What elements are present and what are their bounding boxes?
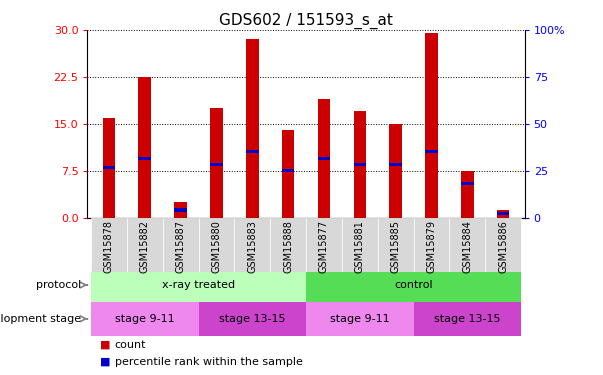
Bar — [377, 217, 414, 272]
Bar — [449, 217, 485, 272]
Bar — [198, 302, 306, 336]
Bar — [461, 182, 473, 185]
Bar — [306, 302, 414, 336]
Bar — [174, 202, 187, 217]
Bar — [270, 217, 306, 272]
Bar — [342, 217, 377, 272]
Bar — [174, 209, 187, 212]
Text: x-ray treated: x-ray treated — [162, 280, 235, 290]
Text: protocol: protocol — [36, 280, 81, 290]
Text: stage 9-11: stage 9-11 — [115, 314, 175, 324]
Bar — [103, 166, 115, 169]
Bar — [306, 217, 342, 272]
Text: control: control — [394, 280, 433, 290]
Bar — [163, 217, 198, 272]
Text: count: count — [115, 340, 146, 350]
Text: ■: ■ — [99, 340, 110, 350]
Bar — [91, 302, 198, 336]
Bar — [414, 217, 449, 272]
Bar — [91, 217, 127, 272]
Title: GDS602 / 151593_s_at: GDS602 / 151593_s_at — [219, 12, 393, 28]
Text: percentile rank within the sample: percentile rank within the sample — [115, 357, 303, 367]
Bar — [246, 150, 259, 153]
Bar — [198, 217, 235, 272]
Text: stage 9-11: stage 9-11 — [330, 314, 390, 324]
Bar — [497, 211, 510, 214]
Bar — [414, 302, 521, 336]
Bar — [127, 217, 163, 272]
Text: development stage: development stage — [0, 314, 81, 324]
Bar — [246, 39, 259, 218]
Bar — [210, 108, 223, 218]
Text: GSM15879: GSM15879 — [426, 220, 437, 273]
Text: GSM15882: GSM15882 — [140, 220, 150, 273]
Bar — [306, 268, 521, 302]
Bar — [390, 124, 402, 218]
Bar — [318, 157, 330, 160]
Text: ■: ■ — [99, 357, 110, 367]
Bar — [353, 111, 366, 218]
Bar — [485, 217, 521, 272]
Text: GSM15877: GSM15877 — [319, 220, 329, 273]
Text: GSM15886: GSM15886 — [498, 220, 508, 273]
Text: GSM15883: GSM15883 — [247, 220, 257, 273]
Bar — [425, 33, 438, 218]
Text: GSM15884: GSM15884 — [463, 220, 472, 273]
Bar — [282, 169, 294, 172]
Text: GSM15881: GSM15881 — [355, 220, 365, 273]
Text: GSM15887: GSM15887 — [175, 220, 186, 273]
Bar — [210, 163, 223, 166]
Text: GSM15880: GSM15880 — [212, 220, 221, 273]
Bar — [139, 157, 151, 160]
Bar — [103, 117, 115, 218]
Text: GSM15885: GSM15885 — [391, 220, 400, 273]
Bar — [282, 130, 294, 218]
Text: GSM15888: GSM15888 — [283, 220, 293, 273]
Bar — [497, 210, 510, 218]
Bar — [318, 99, 330, 218]
Bar — [139, 77, 151, 218]
Bar — [461, 171, 473, 217]
Text: GSM15878: GSM15878 — [104, 220, 114, 273]
Bar — [353, 163, 366, 166]
Bar — [91, 268, 306, 302]
Text: stage 13-15: stage 13-15 — [434, 314, 500, 324]
Text: stage 13-15: stage 13-15 — [219, 314, 286, 324]
Bar — [425, 150, 438, 153]
Bar — [390, 163, 402, 166]
Bar — [235, 217, 270, 272]
